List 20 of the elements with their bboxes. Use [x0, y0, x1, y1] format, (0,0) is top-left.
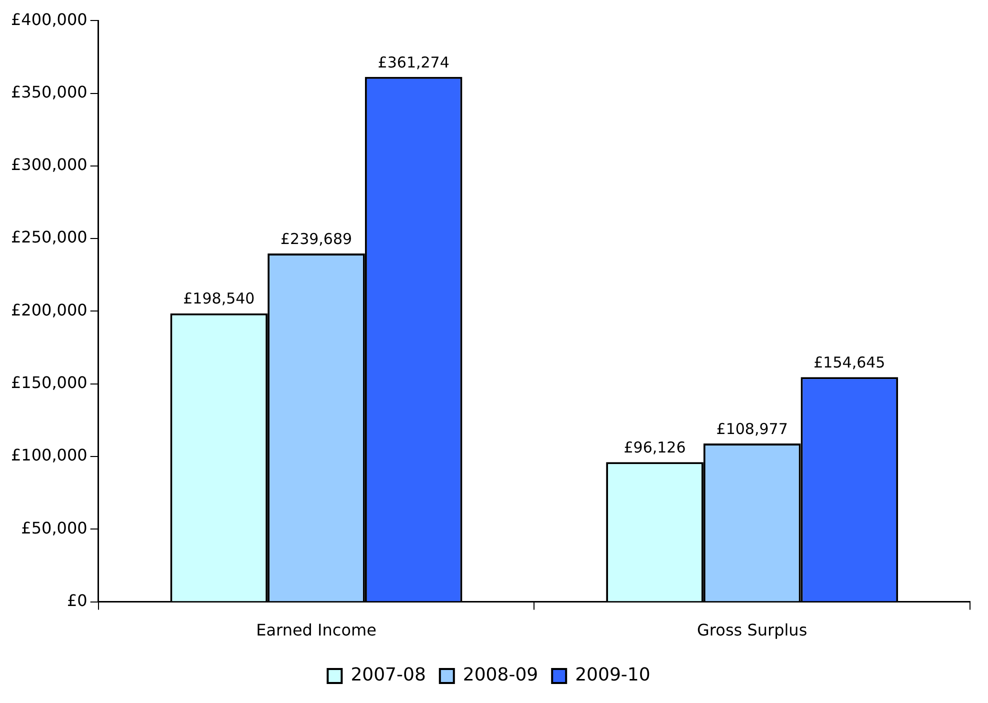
y-tick-label: £350,000	[11, 82, 88, 102]
data-label: £361,274	[378, 53, 450, 72]
data-label: £154,645	[814, 353, 886, 372]
data-label: £96,126	[624, 438, 686, 457]
legend-label: 2007-08	[350, 664, 426, 686]
x-tick-label: Earned Income	[256, 620, 376, 640]
y-tick-label: £150,000	[11, 373, 88, 392]
y-tick-label: £100,000	[11, 446, 88, 465]
data-label: £239,689	[280, 230, 352, 248]
legend-label: 2009-10	[575, 664, 650, 686]
y-tick-label: £250,000	[11, 228, 88, 247]
x-tick-label: Gross Surplus	[697, 620, 808, 640]
data-label: £198,540	[183, 290, 255, 308]
legend-label: 2008-09	[462, 664, 538, 686]
y-tick-label: £50,000	[21, 518, 88, 538]
y-tick-label: £300,000	[11, 155, 88, 174]
y-tick-label: £0	[66, 590, 88, 610]
y-tick-label: £400,000	[11, 10, 88, 29]
data-label: £108,977	[716, 420, 788, 438]
y-tick-label: £200,000	[11, 300, 88, 320]
